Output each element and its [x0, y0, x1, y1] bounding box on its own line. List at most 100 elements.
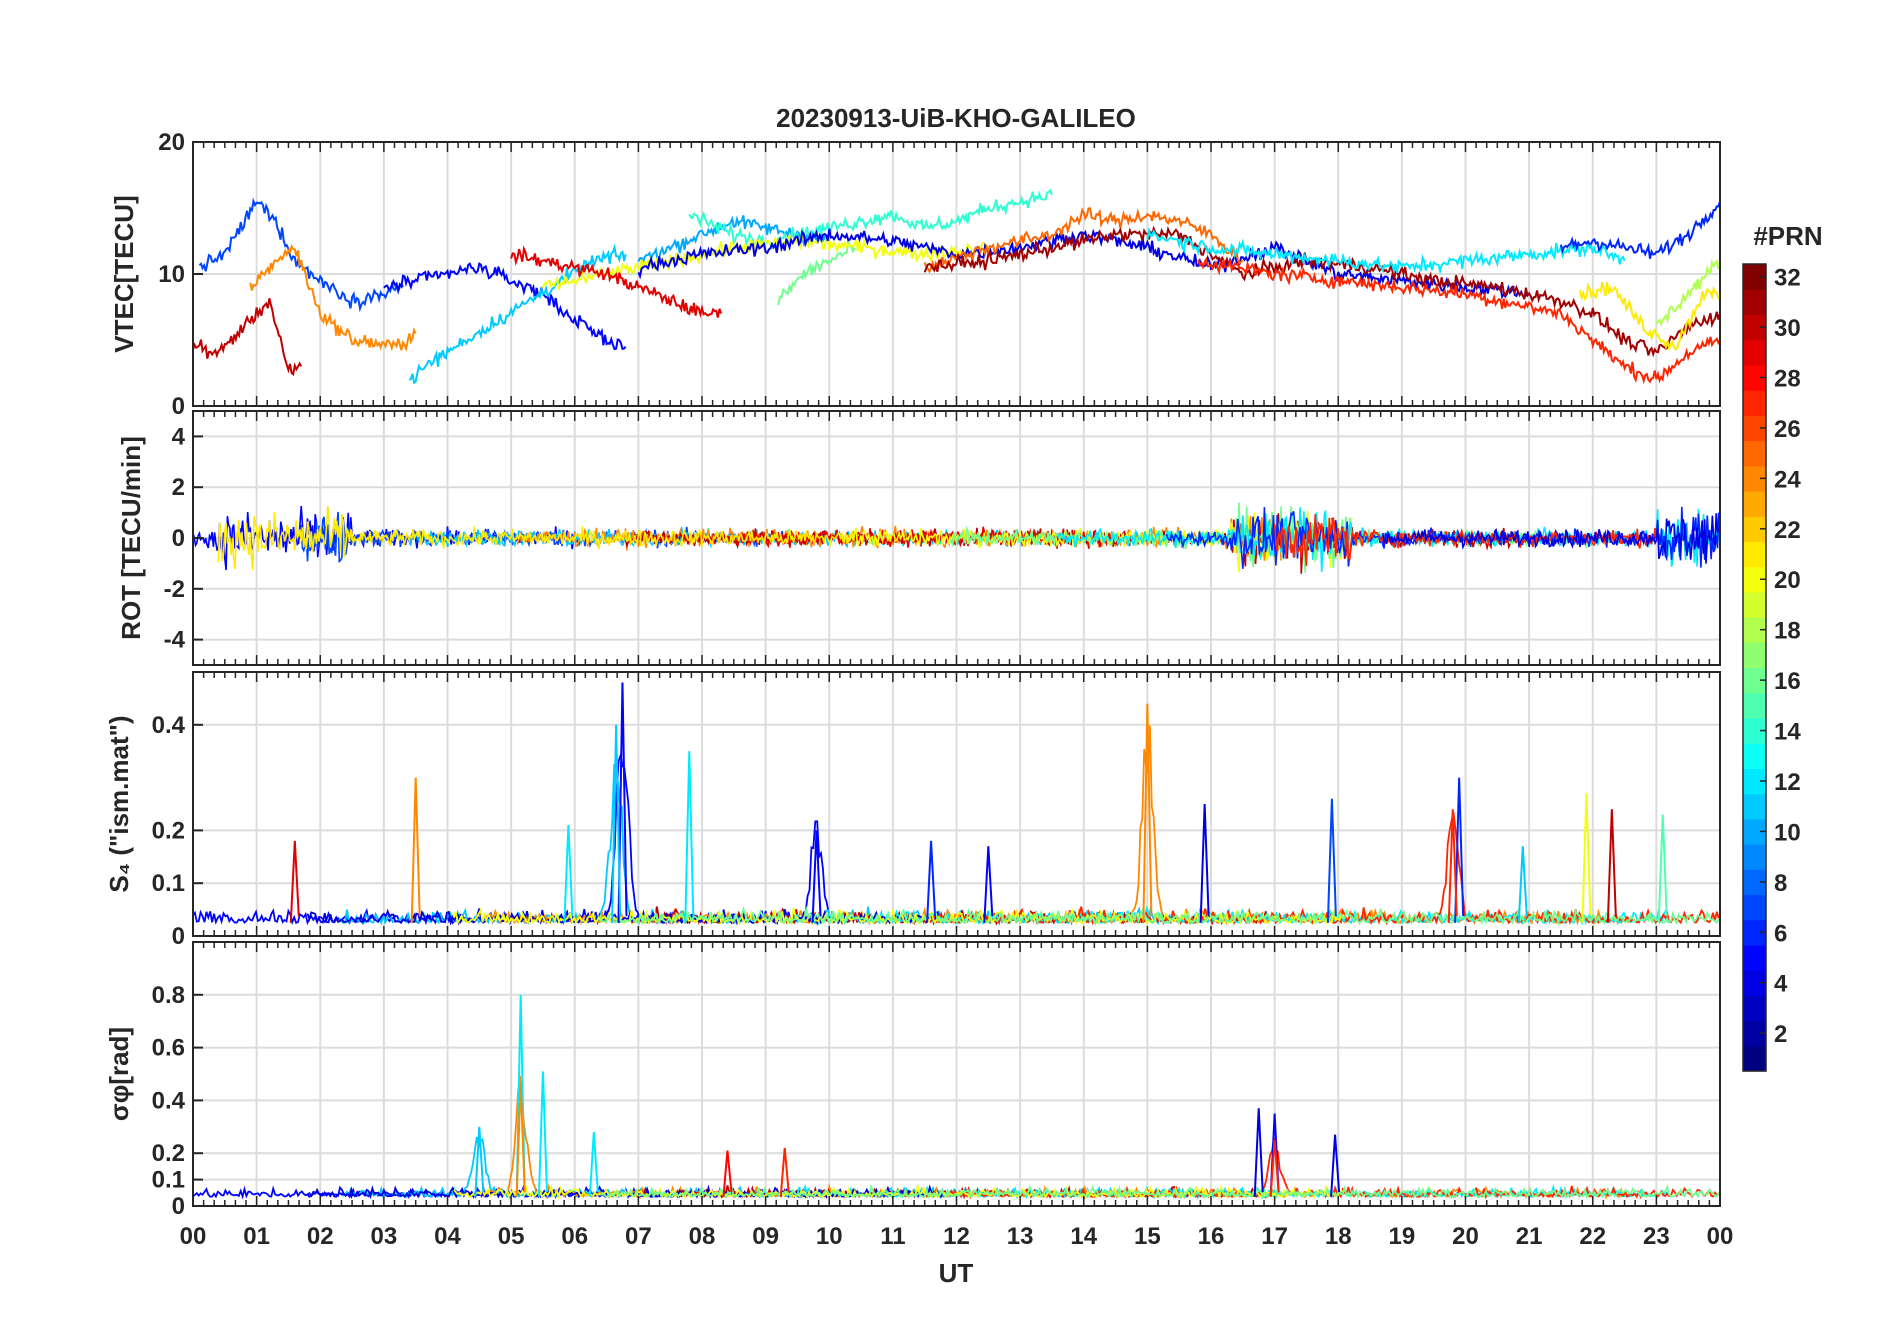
x-tick-label: 22: [1579, 1223, 1606, 1250]
y-tick-label: 2: [172, 474, 185, 501]
colorbar-tick-label: 10: [1774, 819, 1801, 846]
x-tick-label: 05: [498, 1223, 525, 1250]
y-tick-label: 4: [172, 423, 186, 450]
vtec-series-prn-18: [1655, 258, 1720, 328]
colorbar-swatch: [1743, 289, 1766, 316]
s4-peak: [926, 840, 937, 923]
colorbar-swatch: [1743, 919, 1766, 946]
vtec-series-prn-21: [1579, 281, 1720, 352]
colorbar-tick-label: 20: [1774, 567, 1801, 594]
colorbar-tick-label: 14: [1774, 719, 1801, 746]
x-axis-label: UT: [939, 1258, 974, 1288]
vtec-series-prn-31: [923, 225, 1720, 358]
y-tick-label: 0: [172, 923, 185, 950]
x-tick-label: 17: [1261, 1223, 1288, 1250]
colorbar-tick-label: 4: [1774, 971, 1788, 998]
s4-peak: [289, 840, 300, 923]
sigma-series-prn-27: [924, 1138, 1719, 1200]
y-tick-label: 0: [172, 393, 185, 420]
x-tick-label: 23: [1643, 1223, 1670, 1250]
colorbar-swatch: [1743, 440, 1766, 467]
x-tick-label: 00: [1707, 1223, 1734, 1250]
colorbar-swatch: [1743, 743, 1766, 769]
vtec-ylabel: VTEC[TECU]: [109, 195, 139, 352]
x-tick-label: 15: [1134, 1223, 1161, 1250]
colorbar-swatch: [1743, 364, 1766, 391]
vtec-series-prn-16: [777, 237, 856, 306]
s4-peak: [410, 777, 421, 923]
colorbar-swatch: [1743, 970, 1766, 996]
colorbar-swatch: [1743, 944, 1766, 971]
x-tick-label: 03: [371, 1223, 398, 1250]
s4-peak: [1326, 798, 1337, 923]
sigma-peak: [1253, 1108, 1264, 1197]
sigma-peak: [1330, 1134, 1341, 1197]
sigma-peak: [515, 1081, 526, 1197]
colorbar-frame: [1742, 263, 1767, 1072]
colorbar-swatch: [1743, 490, 1766, 517]
s4-peak: [1657, 814, 1668, 923]
colorbar-swatch: [1743, 314, 1766, 341]
vtec-series-prn-5: [383, 262, 627, 351]
s4-peak: [1142, 703, 1153, 923]
x-tick-label: 02: [307, 1223, 334, 1250]
colorbar-tick-label: 30: [1774, 315, 1801, 342]
y-tick-label: 0.4: [152, 1087, 186, 1114]
colorbar-swatch: [1743, 869, 1766, 896]
vtec-series-prn-29: [510, 245, 723, 319]
y-tick-label: 0.2: [152, 1140, 185, 1167]
s4-peak: [1517, 846, 1528, 923]
vtec-series-prn-11: [408, 243, 627, 385]
colorbar-swatch: [1743, 793, 1766, 820]
x-tick-label: 10: [816, 1223, 843, 1250]
y-tick-label: 0.8: [152, 982, 185, 1009]
rot-series-prn-29: [733, 526, 1117, 549]
colorbar-tick-label: 16: [1774, 668, 1801, 695]
colorbar-tick-label: 22: [1774, 517, 1801, 544]
sigma-peak: [515, 994, 526, 1197]
x-axis-ticks: 00 01 02 03 04 05 06 07 08 09 10 11 12 13 14 15 16 17 18 19…: [180, 1223, 1734, 1250]
colorbar-label: #PRN: [1753, 221, 1822, 251]
x-tick-label: 14: [1070, 1223, 1097, 1250]
s4-peak: [1447, 809, 1458, 923]
y-tick-label: -4: [164, 627, 186, 654]
s4-peak: [1581, 793, 1592, 923]
s4-peak: [983, 846, 994, 923]
sigma-peak: [722, 1150, 733, 1197]
y-tick-label: 0: [172, 1193, 185, 1220]
colorbar-tick-label: 6: [1774, 920, 1787, 947]
colorbar-swatch: [1743, 667, 1766, 694]
sigma-panel: 00.10.2 0.4 0.6 0.8 σφ[rad]: [104, 941, 1721, 1220]
rot-series-prn-4: [1382, 513, 1720, 564]
sigma-peak: [1269, 1139, 1280, 1197]
colorbar-tick-label: 32: [1774, 265, 1801, 292]
vtec-series-prn-7: [198, 197, 404, 313]
colorbar-swatch: [1743, 390, 1766, 416]
x-tick-label: 13: [1007, 1223, 1034, 1250]
vtec-series-prn-24: [249, 244, 417, 353]
colorbar-swatch: [1743, 844, 1766, 870]
colorbar-swatch: [1743, 617, 1766, 643]
x-tick-label: 20: [1452, 1223, 1479, 1250]
colorbar-swatch: [1743, 1045, 1766, 1072]
colorbar-tick-label: 28: [1774, 365, 1801, 392]
vtec-series-prn-27: [1197, 256, 1720, 385]
x-tick-label: 04: [434, 1223, 461, 1250]
sigma-peak: [588, 1132, 599, 1197]
colorbar-swatch: [1743, 541, 1766, 568]
sigma-series-prn-16: [600, 1183, 1720, 1200]
y-tick-label: 0.2: [152, 817, 185, 844]
s4-panel: 0 0.1 0.2 0.4 S₄ ("ism.mat"): [104, 671, 1721, 950]
colorbar-swatch: [1743, 768, 1766, 795]
colorbar-tick-label: 26: [1774, 416, 1801, 443]
colorbar-swatch: [1743, 995, 1766, 1022]
chart-title: 20230913-UiB-KHO-GALILEO: [776, 103, 1136, 133]
colorbar-swatch: [1743, 339, 1766, 366]
x-tick-label: 07: [625, 1223, 652, 1250]
colorbar-swatch: [1743, 591, 1766, 618]
x-tick-label: 19: [1389, 1223, 1416, 1250]
x-tick-label: 12: [943, 1223, 970, 1250]
rot-series-prn-27: [1273, 514, 1658, 566]
colorbar-tick-label: 12: [1774, 769, 1801, 796]
